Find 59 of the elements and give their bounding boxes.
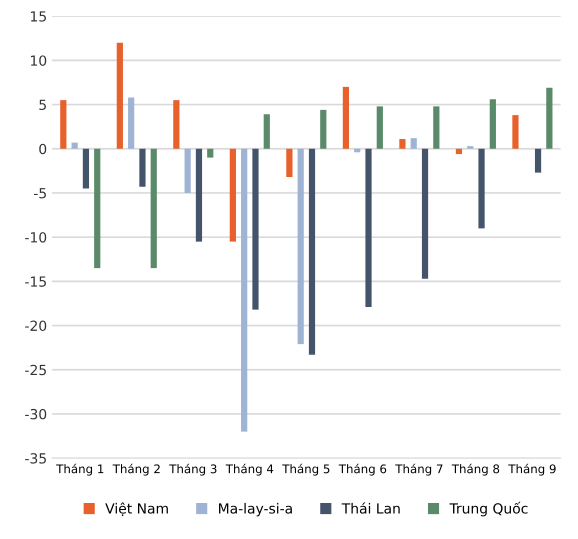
bar: [82, 148, 90, 189]
bar: [399, 139, 406, 149]
bar: [422, 148, 428, 279]
x-tick-label: Tháng 9: [508, 464, 556, 476]
bar: [150, 148, 157, 268]
x-tick-label: Tháng 4: [226, 464, 274, 476]
bar: [354, 148, 360, 152]
bar: [342, 86, 350, 149]
x-tick-label: Tháng 3: [169, 464, 216, 476]
bar: [512, 115, 519, 149]
bar: [241, 148, 248, 432]
bar: [128, 97, 134, 149]
bar: [490, 99, 496, 149]
bar: [173, 100, 180, 149]
bar: [478, 148, 485, 228]
legend-label: Trung Quốc: [449, 502, 528, 516]
y-tick-label: -20: [25, 320, 46, 332]
bar: [308, 148, 316, 355]
x-tick-label: Tháng 5: [282, 464, 330, 476]
x-tick-label: Tháng 2: [112, 464, 160, 476]
bar: [433, 106, 440, 149]
legend-label: Thái Lan: [342, 502, 400, 514]
y-tick-label: -5: [34, 188, 46, 198]
x-tick-label: Tháng 6: [338, 464, 386, 476]
bar: [286, 148, 292, 178]
bar: [376, 106, 383, 149]
bar: [264, 114, 270, 149]
y-tick-label: -35: [25, 453, 46, 464]
bar: [534, 148, 542, 173]
x-tick-label: Tháng 7: [395, 464, 442, 476]
bar: [546, 88, 552, 149]
y-tick-label: 15: [31, 11, 46, 22]
y-tick-label: -15: [25, 276, 46, 287]
legend-label: Ma-lay-si-a: [219, 502, 292, 516]
bar: [230, 148, 236, 242]
y-tick-label: 10: [31, 55, 46, 66]
y-tick-label: -10: [25, 232, 46, 243]
bar: [72, 142, 78, 149]
bar: [60, 100, 66, 149]
y-tick-label: -30: [25, 408, 46, 420]
bar: [207, 148, 214, 158]
bar: [410, 138, 417, 149]
x-tick-label: Tháng 8: [452, 464, 500, 476]
y-tick-label: -25: [25, 364, 46, 376]
bar: [365, 148, 372, 307]
bar: [320, 110, 326, 149]
y-tick-label: 0: [39, 144, 46, 154]
bar: [252, 148, 259, 310]
bar: [196, 148, 202, 242]
bar: [467, 146, 474, 149]
bar: [298, 148, 304, 344]
y-tick-label: 5: [39, 100, 46, 110]
legend-label: Việt Nam: [105, 502, 168, 516]
x-tick-label: Tháng 1: [56, 464, 104, 476]
bar: [116, 42, 123, 149]
bar: [94, 148, 100, 268]
bar: [456, 148, 462, 154]
bar: [139, 148, 146, 187]
bar: [184, 148, 191, 193]
